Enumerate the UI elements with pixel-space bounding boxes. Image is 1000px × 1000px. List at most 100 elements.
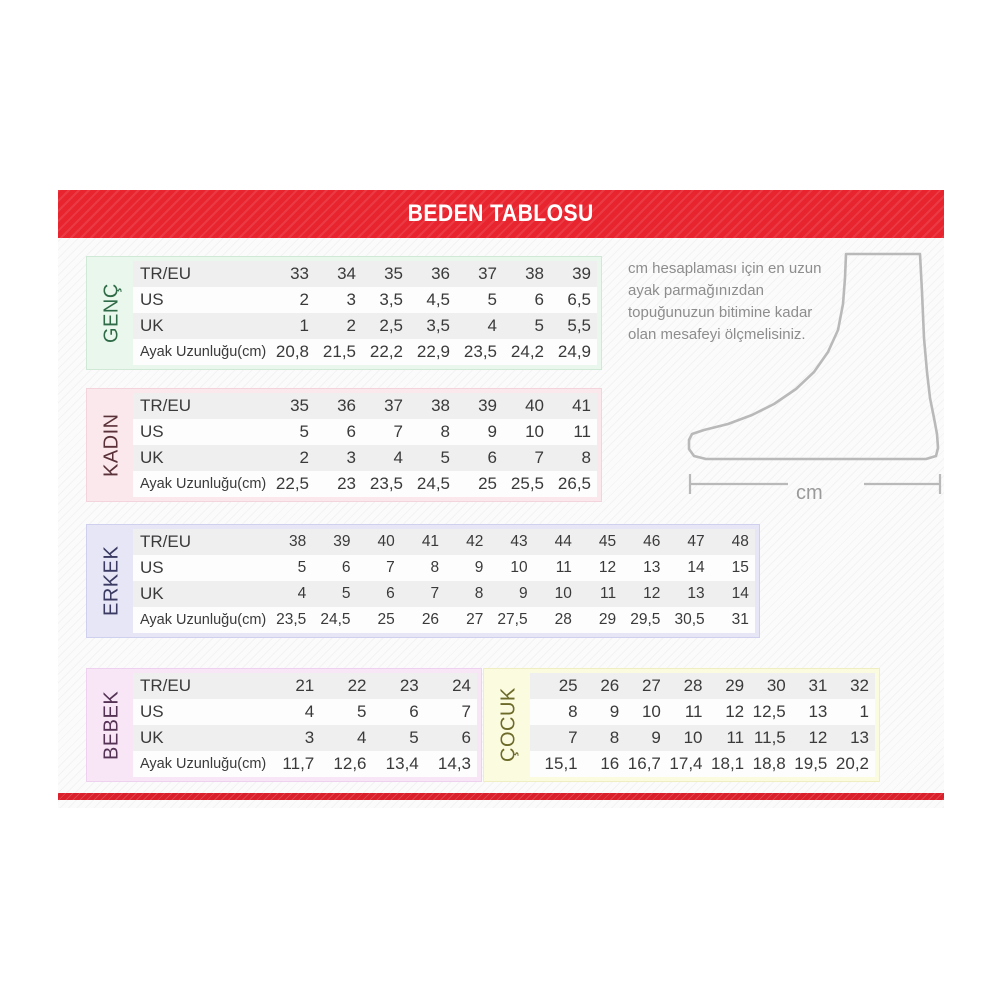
size-cell: 2 <box>346 316 356 335</box>
row-cells: 25 26 27 28 29 30 31 32 <box>542 676 875 696</box>
size-cell: 11 <box>555 559 572 576</box>
size-cell: 23 <box>337 474 356 493</box>
row-label: US <box>140 702 164 721</box>
size-cell: 22,2 <box>369 342 403 361</box>
bottom-red-rule <box>58 793 944 800</box>
size-cell: 13 <box>643 559 661 576</box>
size-cell: 8 <box>568 702 578 721</box>
size-table-genc: GENÇ TR/EU 33 34 35 36 37 38 39 US 2 3 3,5 4,5 5 6 6,5 UK… <box>86 256 602 370</box>
size-table-erkek: ERKEK TR/EU 38 39 40 41 42 43 44 45 46 47 48 US 5 6 7 8 9 1… <box>86 524 760 638</box>
size-cell: 20,2 <box>835 754 869 773</box>
size-cell: 25,5 <box>510 474 544 493</box>
table-row: 8 9 10 11 12 12,5 13 1 <box>530 699 875 725</box>
size-cell: 5 <box>440 448 450 467</box>
size-cell: 23,5 <box>369 474 403 493</box>
size-cell: 17,4 <box>669 754 703 773</box>
size-cell: 3,5 <box>426 316 450 335</box>
size-cell: 10 <box>510 559 528 576</box>
size-cell: 12 <box>725 702 745 721</box>
row-cells: 5 6 7 8 9 10 11 <box>268 422 597 442</box>
size-rows: TR/EU 33 34 35 36 37 38 39 US 2 3 3,5 4,5 5 6 6,5 UK 1 2 2,… <box>133 261 597 365</box>
size-cell: 7 <box>386 559 395 576</box>
size-cell: 40 <box>377 533 395 550</box>
size-cell: 10 <box>554 585 572 602</box>
size-cell: 30 <box>766 676 786 695</box>
table-row: TR/EU 38 39 40 41 42 43 44 45 46 47 48 <box>133 529 755 555</box>
table-row: Ayak Uzunluğu(cm) 22,5 23 23,5 24,5 25 25,5 26,… <box>133 471 597 497</box>
size-cell: 8 <box>430 559 440 576</box>
size-cell: 38 <box>289 533 307 550</box>
size-cell: 40 <box>525 396 544 415</box>
size-cell: 9 <box>518 585 528 602</box>
table-row: US 5 6 7 8 9 10 11 <box>133 419 597 445</box>
size-cell: 6 <box>487 448 497 467</box>
foot-outline-icon <box>687 252 942 494</box>
size-cell: 23,5 <box>463 342 497 361</box>
table-row: UK 2 3 4 5 6 7 8 <box>133 445 597 471</box>
row-cells: 1 2 2,5 3,5 4 5 5,5 <box>268 316 597 336</box>
row-cells: 2 3 4 5 6 7 8 <box>268 448 597 468</box>
size-cell: 6,5 <box>567 290 591 309</box>
size-cell: 5 <box>357 702 367 721</box>
size-cell: 11,5 <box>753 728 786 747</box>
size-cell: 25 <box>478 474 497 493</box>
size-cell: 30,5 <box>674 611 705 628</box>
size-cell: 26 <box>600 676 620 695</box>
row-cells: 7 8 9 10 11 11,5 12 13 <box>542 728 875 748</box>
category-label-cocuk: ÇOCUK <box>497 687 520 763</box>
row-label: US <box>140 422 164 441</box>
size-cell: 41 <box>421 533 440 550</box>
size-cell: 15 <box>731 559 749 576</box>
size-table-cocuk: ÇOCUK 25 26 27 28 29 30 31 32 8 9 10 11 12 12,5 13 1 7 8 9 1… <box>483 668 880 782</box>
size-cell: 26 <box>421 611 440 628</box>
size-cell: 29 <box>598 611 617 628</box>
size-cell: 12,5 <box>752 702 786 721</box>
row-label: Ayak Uzunluğu(cm) <box>140 612 267 628</box>
table-row: UK 3 4 5 6 <box>133 725 477 751</box>
row-label: US <box>140 558 164 577</box>
size-cell: 24,2 <box>510 342 544 361</box>
size-cell: 45 <box>598 533 617 550</box>
table-row: TR/EU 33 34 35 36 37 38 39 <box>133 261 597 287</box>
size-cell: 26,5 <box>557 474 591 493</box>
size-cell: 29 <box>725 676 745 695</box>
size-cell: 29,5 <box>630 611 661 628</box>
size-cell: 19,5 <box>794 754 828 773</box>
size-cell: 16 <box>600 754 620 773</box>
size-cell: 10 <box>525 422 544 441</box>
size-cell: 21,5 <box>322 342 356 361</box>
size-cell: 9 <box>474 559 484 576</box>
size-cell: 38 <box>431 396 450 415</box>
size-cell: 2 <box>299 448 309 467</box>
row-cells: 4 5 6 7 <box>268 702 477 722</box>
size-cell: 46 <box>643 533 661 550</box>
size-cell: 18,8 <box>752 754 786 773</box>
row-label: TR/EU <box>140 396 191 415</box>
size-cell: 5,5 <box>567 316 591 335</box>
row-label: Ayak Uzunluğu(cm) <box>140 756 267 772</box>
measurement-explanation: cm hesaplaması için en uzun ayak parmağı… <box>628 260 822 343</box>
size-cell: 12 <box>808 728 828 747</box>
size-rows: TR/EU 21 22 23 24 US 4 5 6 7 UK 3 4 5 6 Ayak Uzunluğu(c… <box>133 673 477 777</box>
size-table-bebek: BEBEK TR/EU 21 22 23 24 US 4 5 6 7 UK 3 4 5 6 Ayak Uzunl… <box>86 668 482 782</box>
size-cell: 4 <box>357 728 367 747</box>
size-cell: 39 <box>478 396 497 415</box>
size-cell: 3 <box>346 290 356 309</box>
row-label: TR/EU <box>140 532 191 551</box>
size-rows: TR/EU 35 36 37 38 39 40 41 US 5 6 7 8 9 10 11 UK 2 3 4 5 6 7 8 A… <box>133 393 597 497</box>
size-cell: 7 <box>430 585 440 602</box>
size-cell: 11 <box>573 422 591 441</box>
row-label: UK <box>140 448 164 467</box>
size-cell: 4 <box>487 316 497 335</box>
size-cell: 13 <box>850 728 869 747</box>
size-cell: 2,5 <box>379 316 403 335</box>
row-cells: 3 4 5 6 <box>268 728 477 748</box>
size-cell: 10 <box>683 728 703 747</box>
row-cells: 2 3 3,5 4,5 5 6 6,5 <box>268 290 597 310</box>
size-cell: 22,9 <box>416 342 450 361</box>
size-cell: 28 <box>683 676 703 695</box>
size-cell: 13 <box>687 585 705 602</box>
size-cell: 37 <box>478 264 497 283</box>
row-cells: 11,7 12,6 13,4 14,3 <box>268 754 477 774</box>
size-cell: 2 <box>299 290 309 309</box>
